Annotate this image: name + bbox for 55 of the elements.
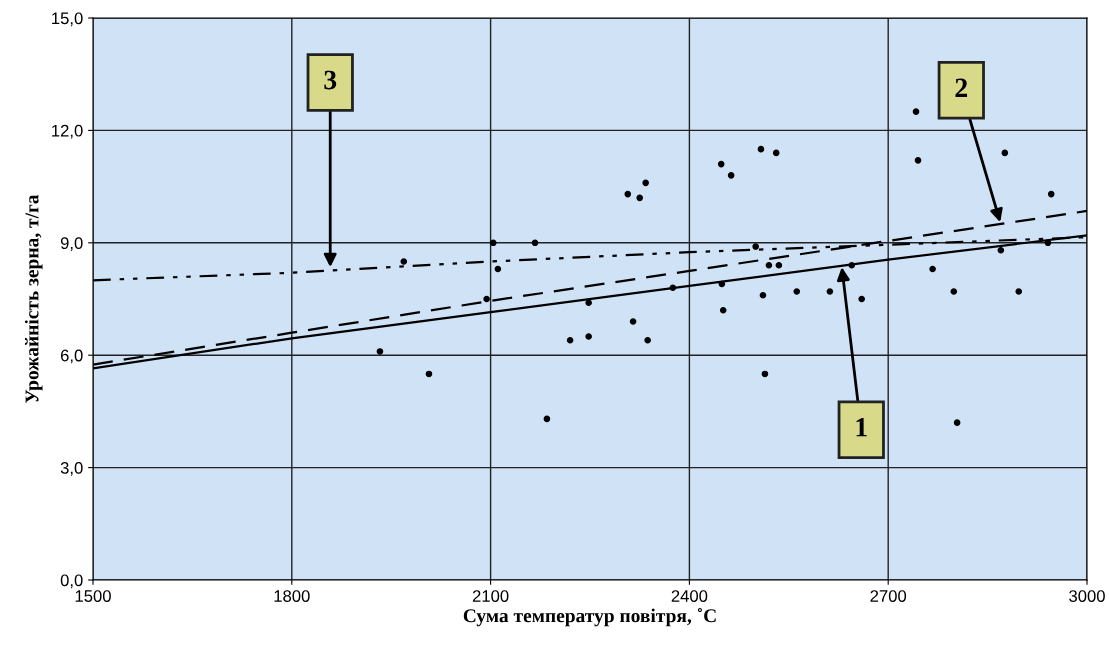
point [531,239,539,247]
x-tick-label: 2400 [671,590,708,602]
point [483,295,490,303]
point [1015,288,1023,295]
y-tick-label: 3,0 [60,462,83,476]
x-tick-label: 2700 [870,590,907,602]
point [636,194,643,202]
annotation: 1 [856,418,867,437]
point [566,336,574,344]
y-tick-label: 0,0 [60,574,83,589]
y-tick-label: 12,0 [52,124,83,139]
point [826,288,834,295]
x-tick-label: 1800 [274,590,310,602]
point [717,160,725,168]
x-axis-title: Сума температур повітря, ˚С [463,608,716,627]
point [772,149,780,157]
y-tick-label: 9,0 [60,237,83,251]
point [761,370,769,378]
point [775,261,783,269]
point [997,246,1005,254]
point [752,243,759,250]
point [719,306,727,314]
annotation: 3 [324,70,337,90]
point [912,108,920,115]
point [1047,190,1055,198]
annotation: 2 [955,78,968,97]
x-tick-label: 2100 [472,590,509,602]
point [489,239,497,247]
point [759,291,767,299]
point [543,415,551,423]
point [950,288,958,295]
x-tick-label: 3000 [1069,590,1105,602]
point [953,419,961,426]
y-tick-label: 6,0 [60,349,83,364]
point [629,318,637,325]
y-tick-label: 15,0 [52,12,83,27]
point [1001,149,1009,157]
point [914,157,922,164]
point [400,258,408,265]
point [585,333,592,340]
point [929,265,936,273]
point [727,172,735,179]
point [793,288,801,295]
point [624,190,632,198]
y-axis-title: Урожайність зерна, т/га [24,194,43,403]
point [858,295,865,303]
point [585,299,592,307]
point [757,145,765,153]
point [642,179,649,187]
point [765,261,773,269]
x-tick-label: 1500 [75,590,111,602]
point [376,348,384,355]
point [494,265,502,273]
point [644,336,651,344]
point [425,370,433,378]
